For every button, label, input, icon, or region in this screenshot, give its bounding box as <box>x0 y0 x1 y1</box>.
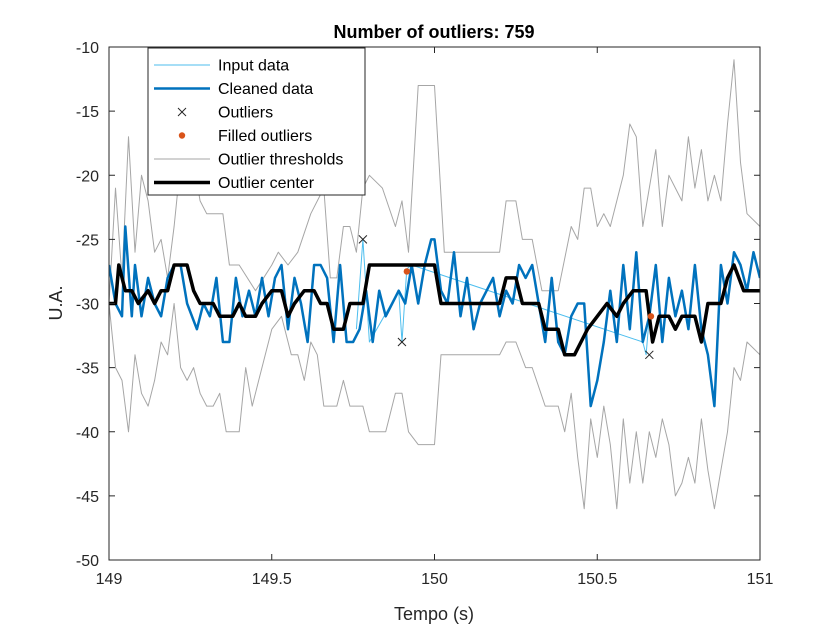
y-tick-label: -50 <box>76 553 99 570</box>
chart-title: Number of outliers: 759 <box>333 22 534 42</box>
legend-label: Outliers <box>218 105 273 122</box>
y-tick-label: -10 <box>76 40 99 57</box>
tick-layer: 149 149.5 150 150.5 151 -50 -45 -40 -35 -30 -25 -20… <box>76 40 774 588</box>
marker-layer <box>358 235 655 360</box>
legend-label: Cleaned data <box>218 81 313 98</box>
y-tick-label: -30 <box>76 297 99 314</box>
x-tick-label: 149.5 <box>252 571 292 588</box>
x-axis-label: Tempo (s) <box>394 604 474 624</box>
y-tick-label: -40 <box>76 425 99 442</box>
legend: Input data Cleaned data Outliers Filled out… <box>147 47 366 196</box>
y-tick-label: -15 <box>76 104 99 121</box>
filled-outlier-marker <box>403 268 411 275</box>
cleaned-data-line <box>109 225 760 408</box>
y-tick-label: -20 <box>76 168 99 185</box>
lower-threshold-line <box>109 303 760 510</box>
y-axis-label: U.A. <box>46 285 66 320</box>
legend-item: Cleaned data <box>154 81 313 98</box>
y-tick-label: -25 <box>76 232 99 249</box>
y-tick-label: -35 <box>76 361 99 378</box>
legend-item: Input data <box>154 58 289 75</box>
legend-item: Outlier center <box>154 175 315 192</box>
legend-item: Outlier thresholds <box>154 152 343 169</box>
legend-item: Filled outliers <box>178 128 312 145</box>
outlier-marker <box>358 235 368 244</box>
x-tick-label: 150.5 <box>577 571 617 588</box>
legend-swatch <box>177 107 187 117</box>
legend-label: Outlier thresholds <box>218 152 343 169</box>
outlier-center-line <box>109 263 760 357</box>
legend-label: Outlier center <box>218 175 315 192</box>
legend-label: Filled outliers <box>218 128 312 145</box>
outlier-marker-stroke <box>358 235 368 244</box>
legend-swatch <box>178 132 186 139</box>
outlier-marker-stroke <box>397 337 407 347</box>
legend-label: Input data <box>218 58 289 75</box>
center-layer <box>109 263 760 357</box>
legend-item: Outliers <box>177 105 273 122</box>
x-tick-label: 151 <box>747 571 774 588</box>
cleaned-layer <box>109 225 760 408</box>
outlier-marker <box>397 337 407 347</box>
x-tick-label: 150 <box>421 571 448 588</box>
y-tick-label: -45 <box>76 489 99 506</box>
outlier-marker <box>644 350 654 360</box>
x-tick-label: 149 <box>96 571 123 588</box>
outlier-marker-stroke <box>644 350 654 360</box>
legend-box <box>147 47 366 196</box>
filled-outlier-marker <box>647 313 655 320</box>
